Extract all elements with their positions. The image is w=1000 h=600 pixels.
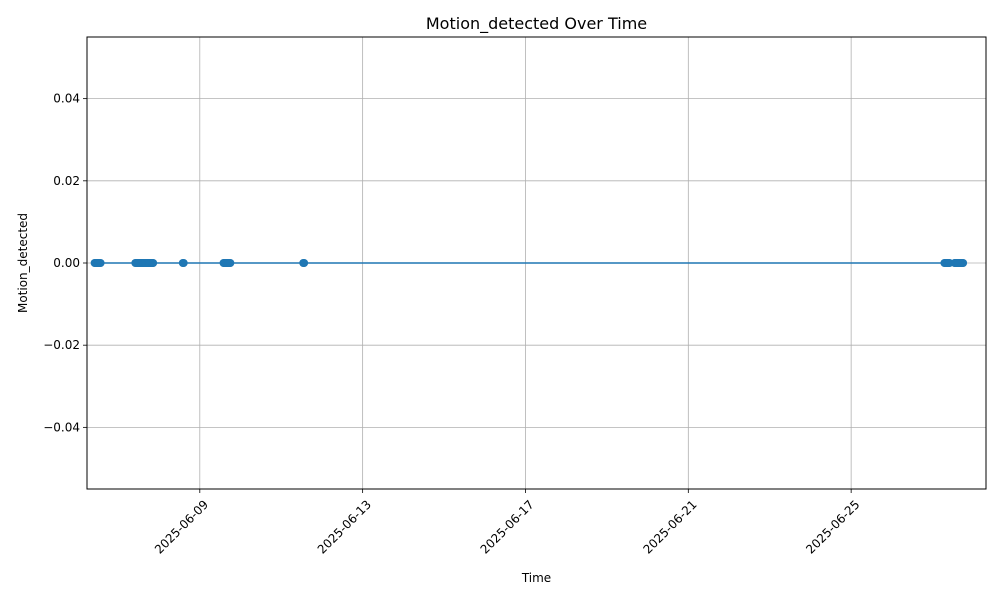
data-point (96, 259, 105, 267)
y-tick-label: 0.04 (53, 92, 80, 106)
x-tick-label: 2025-06-21 (640, 497, 699, 556)
data-point (179, 259, 188, 267)
data-point (959, 259, 968, 267)
y-axis-label: Motion_detected (16, 213, 30, 313)
x-axis-label: Time (521, 571, 551, 585)
x-tick-label: 2025-06-25 (803, 497, 862, 556)
y-axis-ticks: −0.04 −0.02 0.00 0.02 0.04 (43, 92, 87, 434)
data-point (226, 259, 235, 267)
y-tick-label: 0.02 (53, 174, 80, 188)
x-tick-label: 2025-06-09 (152, 497, 211, 556)
chart-title: Motion_detected Over Time (426, 14, 647, 34)
x-tick-label: 2025-06-17 (478, 497, 537, 556)
y-tick-label: 0.00 (53, 256, 80, 270)
data-point (300, 259, 309, 267)
marker-layer (90, 259, 968, 267)
y-tick-label: −0.02 (43, 338, 80, 352)
y-tick-label: −0.04 (43, 420, 80, 434)
x-tick-label: 2025-06-13 (315, 497, 374, 556)
x-axis-ticks: 2025-06-09 2025-06-13 2025-06-17 2025-06-21… (152, 489, 862, 557)
data-point (149, 259, 158, 267)
